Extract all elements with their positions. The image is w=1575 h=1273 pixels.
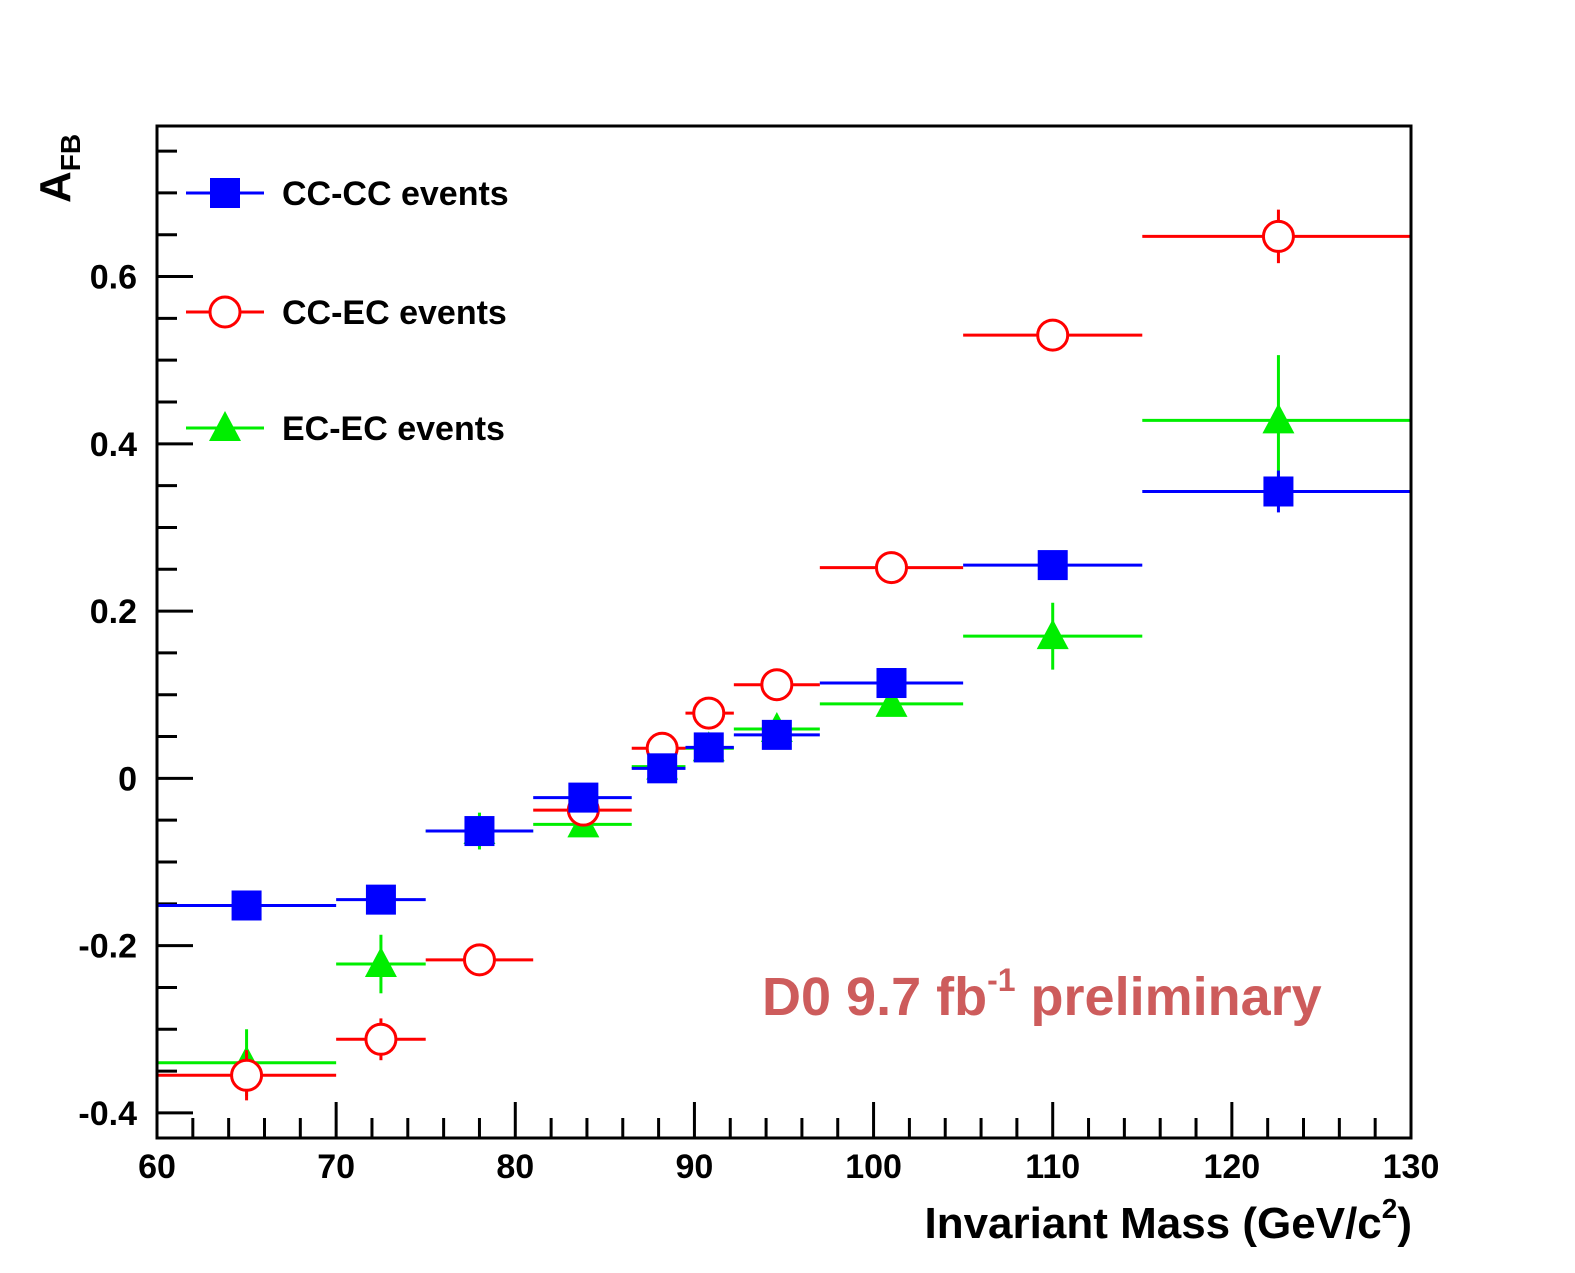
x-tick-label: 130 (1383, 1148, 1440, 1186)
data-point (761, 719, 792, 750)
data-point (464, 816, 495, 847)
x-axis-title-end: ) (1397, 1199, 1412, 1248)
data-point (693, 732, 724, 763)
x-tick-label: 90 (676, 1148, 714, 1186)
x-tick-label: 120 (1203, 1148, 1260, 1186)
y-axis-title-main: A (31, 171, 80, 203)
legend-entry: CC-CC events (186, 175, 509, 213)
data-point (692, 696, 726, 730)
annotation-end: preliminary (1016, 967, 1322, 1027)
x-tick-label: 70 (317, 1148, 355, 1186)
x-tick-label: 60 (138, 1148, 176, 1186)
data-point (875, 686, 908, 717)
data-point (364, 947, 397, 978)
data-point (874, 551, 908, 585)
legend-label: EC-EC events (282, 410, 505, 448)
annotation-main: D0 9.7 fb (762, 967, 987, 1027)
data-point (1261, 219, 1295, 253)
data-point (760, 668, 794, 702)
data-point (876, 668, 907, 699)
series-cc-cc-events (157, 470, 1411, 921)
y-tick-label: -0.2 (78, 928, 137, 966)
legend-marker (210, 178, 240, 208)
data-point (1262, 403, 1295, 434)
tick-labels: 60 70 80 90 100 110 120 130 -0.4 -0.2 0 0.2 0.4 0.6 (78, 259, 1439, 1186)
data-point (1036, 318, 1070, 352)
x-tick-label: 100 (845, 1148, 902, 1186)
legend-label: CC-CC events (282, 175, 509, 213)
data-point (230, 1058, 264, 1092)
data-point (1036, 619, 1069, 650)
x-axis-title-main: Invariant Mass (GeV/c (924, 1199, 1381, 1248)
y-tick-label: -0.4 (78, 1095, 137, 1133)
y-tick-label: 0.6 (90, 259, 137, 297)
annotation-sup: -1 (987, 962, 1015, 998)
y-tick-label: 0 (118, 760, 137, 798)
legend: CC-CC events CC-EC events EC-EC events (186, 175, 509, 448)
legend-label: CC-EC events (282, 294, 507, 332)
data-point (231, 890, 262, 921)
data-point (1263, 476, 1294, 507)
y-tick-label: 0.2 (90, 593, 137, 631)
preliminary-annotation: D0 9.7 fb-1 preliminary (762, 962, 1322, 1027)
data-point (462, 943, 496, 977)
y-tick-label: 0.4 (90, 426, 137, 464)
x-axis-title-sup: 2 (1382, 1193, 1398, 1224)
y-axis-title: AFB (31, 134, 86, 203)
data-series (157, 209, 1411, 1101)
legend-marker (209, 411, 241, 441)
data-point (1037, 550, 1068, 581)
legend-marker (208, 295, 242, 329)
data-point (365, 884, 396, 915)
data-point (568, 782, 599, 813)
x-axis-title: Invariant Mass (GeV/c2) (924, 1193, 1412, 1248)
legend-entry: CC-EC events (186, 294, 507, 332)
data-point (647, 753, 678, 784)
legend-entry: EC-EC events (186, 410, 505, 448)
x-tick-label: 110 (1025, 1148, 1080, 1186)
y-axis-title-sub: FB (55, 134, 86, 171)
plot-frame (155, 124, 1413, 1140)
x-tick-label: 80 (496, 1148, 534, 1186)
series-cc-ec-events (157, 209, 1411, 1101)
data-point (364, 1022, 398, 1056)
